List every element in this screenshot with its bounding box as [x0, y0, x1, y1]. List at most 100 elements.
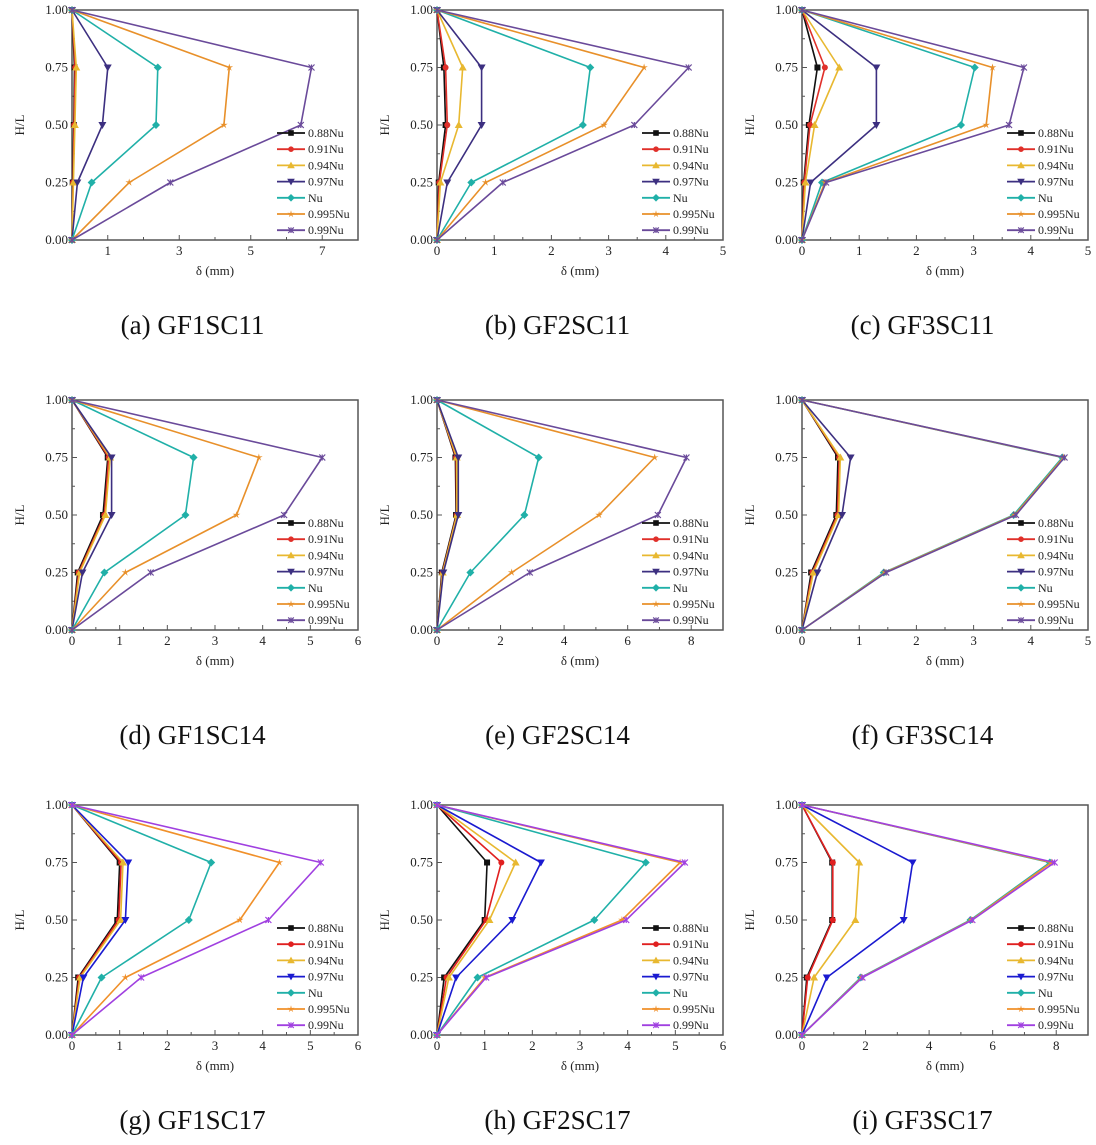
legend-label: Nu: [673, 581, 688, 595]
data-point: [595, 511, 603, 519]
legend-item: Nu: [642, 581, 688, 595]
line-chart: 0.00 0.25 0.50 0.75 1.00 0 1 2 3 4 5 δ (mm) H/L 0.88N…: [377, 2, 726, 278]
data-point: [835, 63, 844, 71]
legend-marker: [652, 1005, 660, 1013]
x-tick-label: 0: [434, 243, 441, 258]
legend-label: 0.97Nu: [1038, 565, 1074, 579]
data-point: [433, 1031, 441, 1039]
legend-item: Nu: [277, 581, 323, 595]
x-tick-label: 0: [434, 633, 441, 648]
series-Nu: [68, 6, 162, 244]
x-tick-label: 1: [856, 633, 863, 648]
x-tick-label: 6: [355, 1038, 362, 1053]
legend: 0.88Nu 0.91Nu 0.94Nu 0.97Nu Nu 0.995Nu 0.99Nu: [642, 516, 715, 627]
x-tick-label: 6: [989, 1038, 996, 1053]
data-point: [526, 569, 534, 576]
legend-item: 0.99Nu: [277, 613, 344, 627]
series-0.99Nu: [68, 6, 315, 244]
series-line: [436, 804, 503, 1036]
series-0.99Nu: [433, 801, 689, 1039]
legend-item: 0.94Nu: [1007, 158, 1074, 172]
x-tick-label: 4: [926, 1038, 933, 1053]
chart-caption: (g) GF1SC17: [119, 1105, 266, 1135]
data-point: [466, 568, 475, 577]
legend-marker: [1018, 536, 1024, 542]
legend-label: 0.97Nu: [308, 175, 344, 189]
series-line: [71, 9, 159, 241]
legend-item: 0.995Nu: [1007, 1002, 1080, 1016]
legend-marker: [1018, 146, 1024, 152]
legend-label: 0.91Nu: [308, 532, 344, 546]
data-point: [1005, 121, 1013, 129]
legend-label: Nu: [308, 986, 323, 1000]
data-point: [68, 6, 76, 14]
legend-label: 0.91Nu: [1038, 142, 1074, 156]
legend-item: 0.88Nu: [642, 126, 709, 140]
series-0.995Nu: [433, 6, 648, 244]
legend-item: 0.97Nu: [642, 175, 709, 189]
data-point: [829, 917, 836, 923]
data-point: [454, 454, 463, 462]
data-point: [801, 178, 810, 186]
legend-label: 0.995Nu: [1038, 1002, 1080, 1016]
legend-item: 0.88Nu: [277, 126, 344, 140]
data-point: [814, 64, 821, 71]
legend-label: 0.94Nu: [673, 548, 709, 562]
data-point: [442, 64, 449, 71]
y-tick-label: 0.50: [45, 117, 68, 132]
data-point: [152, 121, 161, 129]
legend-marker: [1017, 161, 1025, 169]
data-point: [280, 511, 288, 519]
y-axis-title: H/L: [377, 504, 392, 525]
legend-marker: [653, 925, 659, 931]
y-axis-title: H/L: [12, 909, 27, 930]
x-tick-label: 0: [799, 1038, 806, 1053]
x-tick-label: 5: [248, 243, 255, 258]
data-point: [153, 63, 162, 72]
data-point: [806, 179, 815, 187]
legend-label: 0.99Nu: [1038, 1018, 1074, 1032]
legend-label: 0.99Nu: [308, 613, 344, 627]
series-0.99Nu: [798, 396, 1068, 634]
legend-marker: [287, 956, 295, 964]
legend-marker: [652, 973, 660, 981]
legend-label: 0.91Nu: [1038, 532, 1074, 546]
legend-label: 0.94Nu: [1038, 953, 1074, 967]
legend-item: 0.94Nu: [642, 953, 709, 967]
x-tick-label: 0: [799, 633, 806, 648]
data-point: [590, 916, 599, 924]
data-point: [147, 569, 155, 576]
legend-marker: [287, 568, 295, 576]
y-tick-label: 0.25: [410, 565, 433, 580]
legend-marker: [652, 194, 660, 202]
y-tick-label: 0.00: [410, 232, 433, 247]
legend-item: 0.995Nu: [1007, 597, 1080, 611]
data-point: [433, 396, 441, 404]
data-point: [855, 858, 864, 866]
data-point: [467, 178, 476, 187]
series-0.99Nu: [798, 6, 1028, 244]
legend-marker: [287, 1021, 295, 1029]
x-tick-label: 2: [548, 243, 555, 258]
line-chart: 0.00 0.25 0.50 0.75 1.00 0 1 2 3 4 5 6 δ (mm) H/L 0.88…: [12, 797, 362, 1073]
legend-item: 0.97Nu: [1007, 175, 1074, 189]
legend-label: 0.995Nu: [673, 597, 715, 611]
y-tick-label: 1.00: [775, 2, 798, 17]
legend-item: 0.91Nu: [277, 142, 344, 156]
data-point: [255, 453, 263, 461]
x-tick-label: 4: [259, 1038, 266, 1053]
legend-label: 0.94Nu: [308, 548, 344, 562]
y-tick-label: 1.00: [410, 797, 433, 812]
data-point: [189, 453, 198, 462]
legend-marker: [1017, 973, 1025, 981]
legend: 0.88Nu 0.91Nu 0.94Nu 0.97Nu Nu 0.995Nu 0.99Nu: [1007, 516, 1080, 627]
series-0.995Nu: [68, 396, 263, 634]
legend-marker: [288, 520, 294, 526]
data-point: [988, 63, 997, 71]
data-point: [641, 858, 650, 867]
data-point: [297, 121, 305, 129]
chart-caption: (c) GF3SC11: [850, 310, 995, 340]
legend-marker: [287, 600, 295, 608]
data-point: [444, 122, 451, 128]
legend-label: Nu: [308, 191, 323, 205]
